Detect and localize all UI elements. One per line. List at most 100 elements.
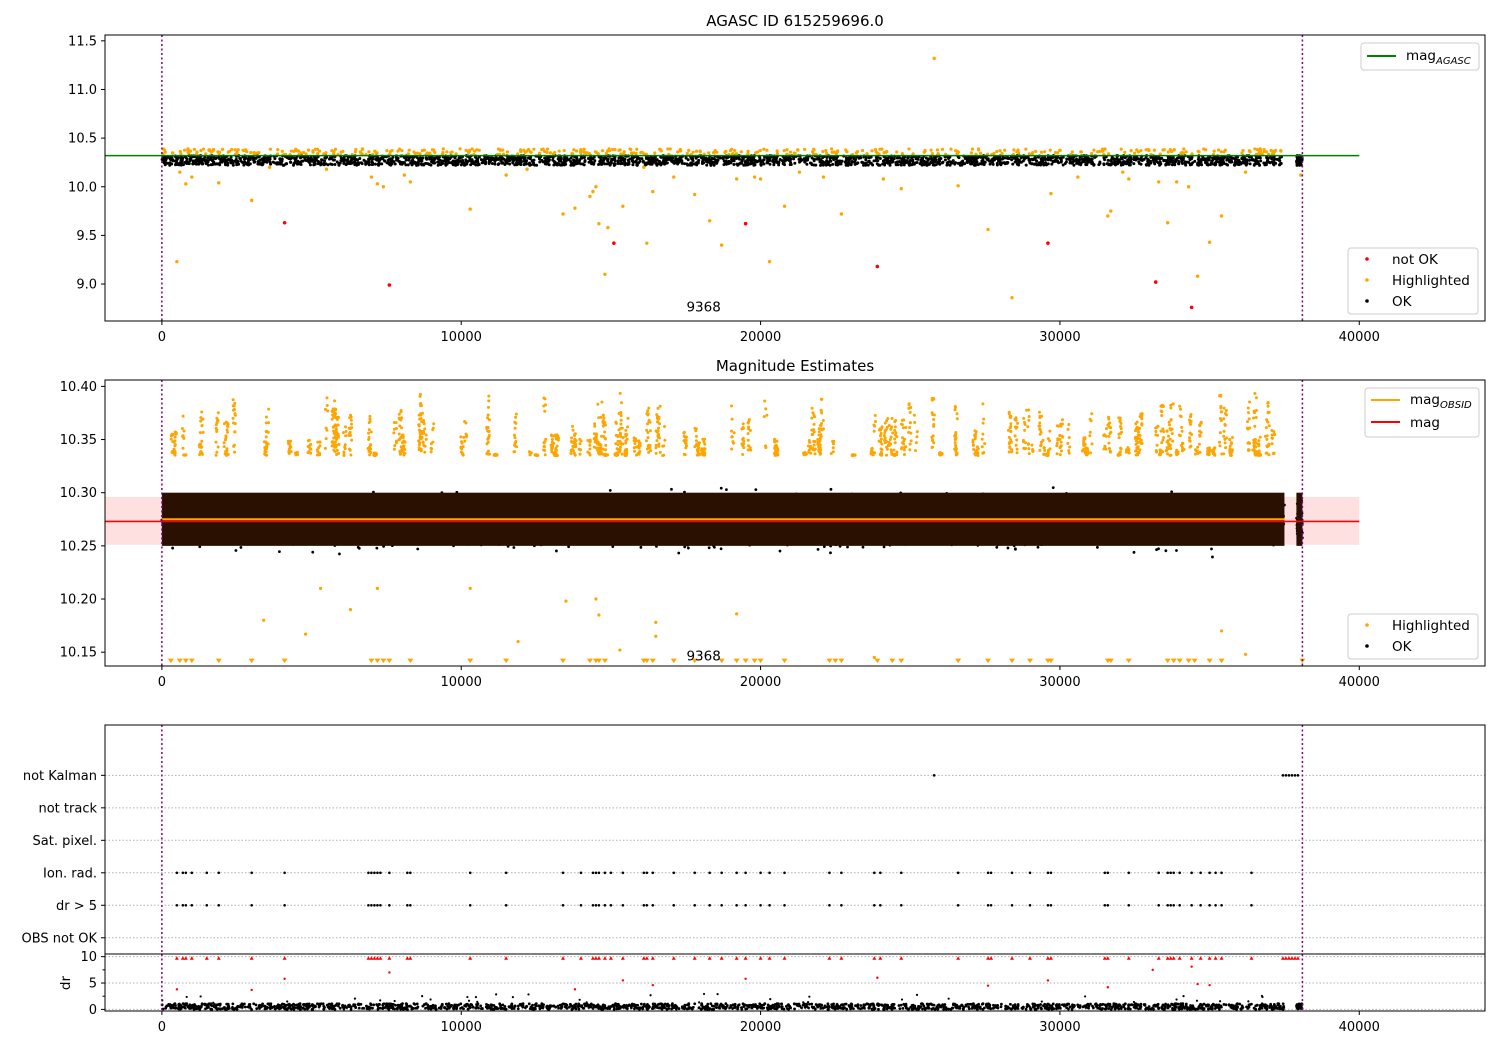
ok-point: [670, 487, 673, 491]
ok-point: [1184, 163, 1188, 167]
ok-point: [829, 487, 833, 491]
ok-point: [622, 159, 626, 163]
ok-point: [420, 159, 424, 163]
ok-point: [701, 160, 705, 164]
highlighted-point: [1133, 151, 1137, 155]
y-tick-label: 10.5: [68, 132, 97, 147]
highlighted-point: [821, 175, 826, 179]
ok-point: [1183, 160, 1187, 164]
highlighted-point: [178, 170, 182, 174]
highlighted-point: [276, 148, 280, 152]
ok-point: [282, 163, 286, 167]
ok-point: [737, 162, 741, 166]
highlighted-point: [672, 175, 676, 179]
ok-point: [1248, 162, 1252, 166]
ok-point: [411, 158, 415, 162]
ok-point: [1158, 163, 1162, 167]
ok-point: [688, 163, 692, 167]
ok-point: [619, 162, 623, 166]
ok-point: [199, 157, 203, 161]
ok-point: [560, 163, 564, 167]
ok-point: [564, 162, 568, 166]
ok-point: [710, 156, 714, 160]
ok-point: [1132, 550, 1136, 554]
panel1-annotation: 9368: [686, 299, 720, 315]
ok-point: [1031, 158, 1035, 162]
ok-point: [431, 161, 435, 165]
ok-point: [498, 155, 502, 159]
highlighted-point: [249, 150, 253, 155]
ok-point: [507, 156, 511, 160]
highlighted-point: [236, 148, 240, 152]
ok-point: [356, 545, 360, 549]
ok-point: [1087, 160, 1091, 164]
ok-point: [1059, 160, 1063, 164]
ok-point: [920, 161, 924, 165]
ok-point: [1272, 158, 1276, 162]
ok-point: [781, 160, 785, 164]
highlighted-point: [1106, 214, 1110, 218]
highlighted-point: [557, 149, 561, 153]
highlighted-point: [573, 206, 577, 210]
ok-point: [198, 545, 202, 549]
ok-point: [943, 158, 947, 162]
highlighted-point: [505, 150, 510, 154]
ok-point: [623, 163, 627, 167]
highlighted-point: [1279, 149, 1283, 153]
highlighted-point: [1181, 151, 1185, 155]
ok-point: [684, 156, 688, 160]
highlighted-point: [537, 151, 542, 155]
ok-point: [956, 161, 960, 165]
ok-point: [223, 161, 227, 165]
ok-point: [726, 162, 730, 166]
highlighted-point: [635, 147, 639, 151]
ok-point: [599, 158, 603, 162]
ok-point: [892, 157, 896, 161]
ok-point: [1109, 159, 1113, 163]
ok-point: [215, 162, 219, 166]
ok-point: [659, 155, 663, 159]
ok-point: [1050, 162, 1054, 166]
highlighted-point: [332, 149, 336, 154]
ok-point: [572, 158, 576, 162]
ok-point: [415, 156, 419, 160]
highlighted-point: [545, 147, 550, 151]
highlighted-point: [1195, 274, 1200, 278]
highlighted-point: [1152, 148, 1156, 152]
ok-point: [1120, 157, 1124, 161]
ok-point: [998, 157, 1002, 161]
ok-point: [1061, 163, 1065, 167]
highlighted-point: [311, 149, 315, 153]
ok-point: [1018, 160, 1022, 164]
ok-point: [370, 157, 374, 161]
ok-point: [1068, 161, 1072, 165]
ok-point: [938, 162, 942, 166]
ok-point: [404, 158, 408, 162]
ok-point: [868, 155, 872, 159]
highlighted-point: [1219, 150, 1223, 154]
ok-point: [686, 158, 690, 162]
highlighted-point: [212, 148, 216, 152]
ok-point: [1121, 161, 1125, 165]
highlighted-point: [839, 212, 844, 216]
ok-point: [753, 160, 757, 164]
ok-point: [613, 159, 617, 163]
ok-point: [678, 158, 682, 162]
ok-point: [1084, 163, 1088, 167]
ok-point: [947, 160, 951, 164]
highlighted-point: [880, 147, 884, 151]
ok-point: [830, 155, 834, 159]
ok-point: [1196, 161, 1200, 165]
highlighted-point: [1056, 151, 1060, 155]
ok-point: [986, 158, 990, 162]
highlighted-point: [666, 147, 670, 151]
ok-point: [459, 163, 463, 167]
ok-point: [848, 156, 852, 160]
highlighted-point: [587, 151, 592, 156]
highlighted-point: [782, 149, 786, 153]
ok-point: [678, 156, 682, 160]
highlighted-point: [441, 150, 445, 155]
highlighted-point: [1123, 150, 1127, 154]
ok-point: [553, 160, 557, 164]
highlighted-point: [1264, 150, 1268, 154]
